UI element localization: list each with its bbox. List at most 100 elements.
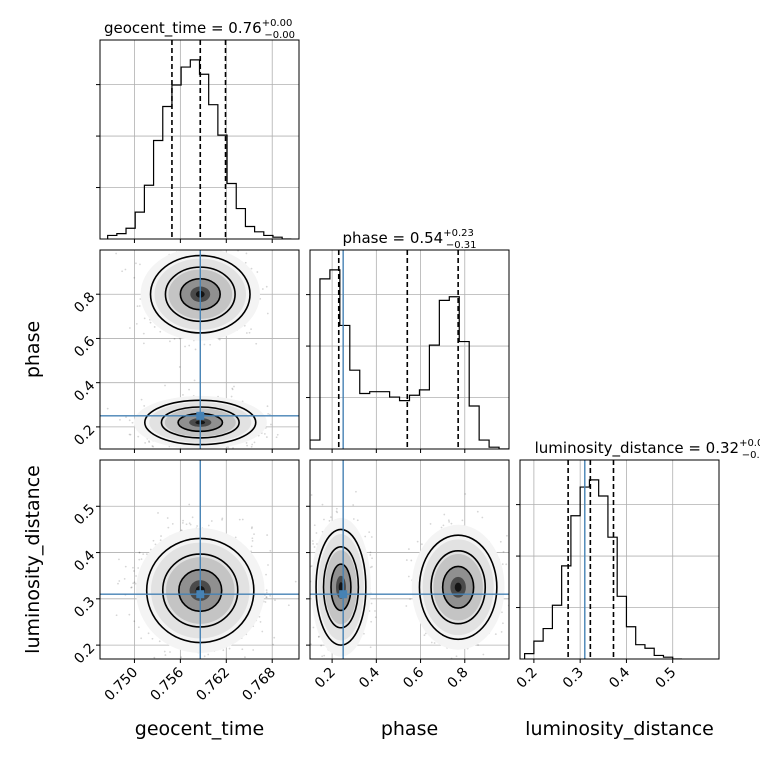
- sample-point: [138, 626, 140, 628]
- sample-point: [251, 545, 253, 547]
- sample-point: [477, 644, 479, 646]
- sample-point: [204, 344, 206, 346]
- sample-point: [518, 585, 520, 587]
- sample-point: [265, 601, 267, 603]
- y-tick-label-luminosity_distance: 0.5: [71, 501, 98, 528]
- sample-point: [321, 655, 323, 657]
- sample-point: [142, 553, 144, 555]
- sample-point: [129, 434, 131, 436]
- sample-point: [233, 386, 235, 388]
- sample-point: [267, 405, 269, 407]
- sample-point: [273, 637, 275, 639]
- sample-point: [266, 596, 268, 598]
- sample-point: [408, 548, 410, 550]
- sample-point: [408, 576, 410, 578]
- sample-point: [322, 504, 324, 506]
- sample-point: [505, 563, 507, 565]
- sample-point: [132, 422, 134, 424]
- sample-point: [245, 262, 247, 264]
- sample-point: [448, 519, 450, 521]
- truth-marker: [196, 590, 204, 598]
- sample-point: [266, 534, 268, 536]
- sample-point: [246, 332, 248, 334]
- sample-point: [417, 541, 419, 543]
- sample-point: [133, 570, 135, 572]
- sample-point: [195, 661, 197, 663]
- sample-point: [164, 651, 166, 653]
- sample-point: [116, 614, 118, 616]
- sample-point: [133, 277, 135, 279]
- sample-point: [137, 436, 139, 438]
- sample-point: [323, 655, 325, 657]
- sample-point: [246, 253, 248, 255]
- x-tick-label-phase: 0.4: [356, 664, 383, 691]
- sample-point: [140, 637, 142, 639]
- x-tick-label-geocent_time: 0.750: [102, 665, 142, 705]
- sample-point: [500, 541, 502, 543]
- y-tick-label-phase: 0.6: [71, 333, 98, 360]
- sample-point: [355, 491, 357, 493]
- sample-point: [477, 511, 479, 513]
- density-level: [455, 583, 462, 592]
- sample-point: [235, 536, 237, 538]
- sample-point: [118, 580, 120, 582]
- x-axis-label-luminosity_distance: luminosity_distance: [525, 718, 714, 740]
- sample-point: [495, 633, 497, 635]
- density-panel-phase-luminosity_distance: 0.2 0.4 0.6 0.8: [298, 460, 542, 692]
- sample-point: [241, 648, 243, 650]
- sample-point: [252, 540, 254, 542]
- sample-point: [148, 441, 150, 443]
- sample-point: [219, 339, 221, 341]
- sample-point: [320, 645, 322, 647]
- sample-point: [371, 536, 373, 538]
- sample-point: [267, 564, 269, 566]
- histogram-step-phase: [310, 270, 509, 449]
- sample-point: [406, 559, 408, 561]
- sample-point: [150, 322, 152, 324]
- sample-point: [119, 419, 121, 421]
- sample-point: [462, 519, 464, 521]
- sample-point: [455, 662, 457, 664]
- sample-point: [180, 656, 182, 658]
- sample-point: [160, 535, 162, 537]
- sample-point: [266, 592, 268, 594]
- sample-point: [170, 455, 172, 457]
- sample-point: [370, 646, 372, 648]
- sample-point: [464, 493, 466, 495]
- x-tick-label-luminosity_distance: 0.4: [606, 664, 633, 691]
- sample-point: [329, 520, 331, 522]
- sample-point: [107, 408, 109, 410]
- x-tick-label-phase: 0.8: [445, 665, 472, 692]
- sample-point: [482, 654, 484, 656]
- sample-point: [251, 446, 253, 448]
- sample-point: [265, 574, 267, 576]
- sample-point: [188, 504, 190, 506]
- x-axis-label-phase: phase: [381, 718, 438, 740]
- sample-point: [272, 644, 274, 646]
- sample-point: [424, 634, 426, 636]
- x-tick-label-luminosity_distance: 0.5: [652, 665, 679, 692]
- sample-point: [531, 565, 533, 567]
- sample-point: [274, 599, 276, 601]
- sample-point: [295, 581, 297, 583]
- sample-point: [115, 253, 117, 255]
- sample-point: [481, 517, 483, 519]
- sample-point: [204, 655, 206, 657]
- sample-point: [136, 323, 138, 325]
- sample-point: [269, 550, 271, 552]
- sample-point: [266, 436, 268, 438]
- sample-point: [353, 518, 355, 520]
- sample-point: [221, 517, 223, 519]
- sample-point: [159, 640, 161, 642]
- sample-point: [118, 558, 120, 560]
- sample-point: [135, 262, 137, 264]
- sample-point: [186, 523, 188, 525]
- sample-point: [540, 610, 542, 612]
- sample-point: [242, 519, 244, 521]
- sample-point: [314, 546, 316, 548]
- sample-point: [313, 627, 315, 629]
- sample-point: [431, 642, 433, 644]
- sample-point: [117, 583, 119, 585]
- x-tick-label-phase: 0.6: [400, 664, 427, 691]
- density-panel-geocent_time-luminosity_distance: 0.20.30.40.50.750 0.756 0.762 0.768: [71, 460, 303, 704]
